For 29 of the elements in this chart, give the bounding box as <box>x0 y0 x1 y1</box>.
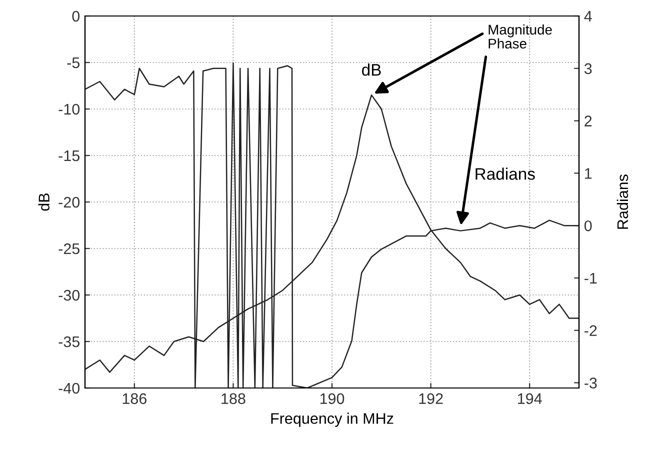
x-tick-label: 194 <box>518 393 542 404</box>
text: Magnitude <box>488 24 552 38</box>
y-tick-label: -35 <box>58 336 80 348</box>
x-tick-label: 192 <box>419 393 443 404</box>
y2-tick-label: -1 <box>584 272 597 284</box>
x-axis-title: Frequency in MHz <box>271 412 394 427</box>
y2-tick-label: -2 <box>584 325 597 336</box>
y-tick-label: -20 <box>58 196 80 208</box>
annotation: Radians <box>476 168 535 180</box>
x-tick-label: 186 <box>122 393 146 404</box>
y2-tick-label: 2 <box>584 116 592 126</box>
y2-tick-label: 1 <box>585 168 592 179</box>
y-tick-label: -40 <box>58 382 80 394</box>
y2-axis-title: Radians <box>616 174 628 229</box>
y-tick-label: -30 <box>58 290 80 301</box>
y2-tick-label: 3 <box>584 63 592 74</box>
y2-tick-label: 0 <box>584 220 592 232</box>
y-axis-title: dB <box>38 193 50 211</box>
x-tick-label: 188 <box>222 393 246 404</box>
y2-tick-label: 4 <box>584 11 592 22</box>
y-tick-label: -25 <box>58 243 80 254</box>
x-tick-label: 190 <box>320 393 344 404</box>
y-tick-label: 0 <box>72 10 80 22</box>
y-tick-label: -10 <box>58 104 80 115</box>
text: Phase <box>488 38 526 49</box>
y-tick-label: -5 <box>67 58 80 68</box>
y2-tick-label: -3 <box>584 378 597 388</box>
y-tick-label: -15 <box>58 150 80 162</box>
annotation: dB <box>362 64 381 76</box>
